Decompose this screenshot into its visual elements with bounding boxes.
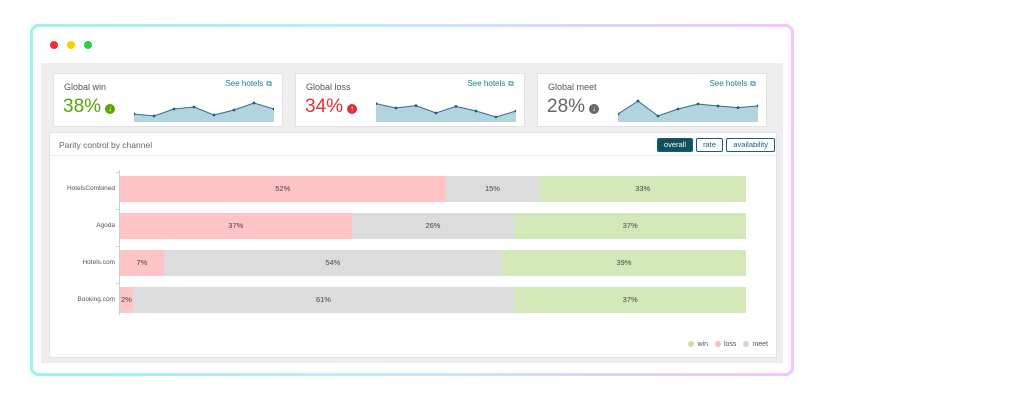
sparkline xyxy=(618,99,758,122)
sparkline-point xyxy=(152,114,156,118)
kpi-global-meet: Global meet See hotels ⧉ 28% ↓ xyxy=(537,73,767,127)
availability-button[interactable]: availability xyxy=(726,138,775,152)
sparkline-point xyxy=(454,105,458,108)
sparkline-point xyxy=(434,111,438,115)
kpi-value: 38% xyxy=(63,96,102,117)
sparkline xyxy=(376,102,516,122)
sparkline-line xyxy=(618,100,758,117)
see-hotels-link[interactable]: See hotels ⧉ xyxy=(709,79,756,88)
sparkline-point xyxy=(414,104,418,107)
bar-loss[interactable]: 2% xyxy=(120,287,134,313)
axis-tick xyxy=(116,209,119,210)
browser-window: Global win See hotels ⧉ 38% ↓ Global loss… xyxy=(33,27,791,373)
panel-title: Parity control by channel xyxy=(59,140,153,150)
sparkline-point xyxy=(676,107,680,111)
parity-panel: Parity control by channel overall rate a… xyxy=(49,132,777,358)
parity-chart: HotelsCombined 52% 15% 33% Agoda 37% 26% 37% Hot… xyxy=(50,156,776,356)
sparkline-area xyxy=(618,101,758,122)
rate-button[interactable]: rate xyxy=(696,138,723,152)
bar-win[interactable]: 37% xyxy=(514,287,746,313)
kpi-global-win: Global win See hotels ⧉ 38% ↓ xyxy=(53,73,283,127)
bar-meet[interactable]: 61% xyxy=(132,287,515,313)
sparkline-line xyxy=(376,103,516,118)
category-label: Hotels.com xyxy=(82,259,115,266)
kpi-label: Global win xyxy=(64,82,107,92)
sparkline-area xyxy=(134,103,274,122)
panel-divider xyxy=(50,155,776,156)
sparkline-point xyxy=(756,104,758,108)
legend-item-loss[interactable]: loss xyxy=(714,340,737,348)
sparkline-point xyxy=(272,107,274,111)
kpi-value: 28% xyxy=(547,96,586,117)
arrow-down-icon: ↓ xyxy=(105,104,115,114)
sparkline-line xyxy=(134,102,274,117)
legend-swatch xyxy=(688,340,695,347)
maximize-dot-icon[interactable] xyxy=(84,41,92,49)
arrow-down-icon: ↓ xyxy=(589,104,599,114)
sparkline-point xyxy=(192,105,196,109)
bar-loss[interactable]: 52% xyxy=(120,176,446,202)
see-hotels-link[interactable]: See hotels ⧉ xyxy=(467,79,514,88)
kpi-label: Global meet xyxy=(548,82,597,92)
overall-button[interactable]: overall xyxy=(656,138,693,152)
sparkline-point xyxy=(716,104,720,108)
sparkline xyxy=(134,101,274,122)
bar-loss[interactable]: 37% xyxy=(120,213,352,239)
sparkline-area xyxy=(376,103,516,122)
kpi-global-loss: Global loss See hotels ⧉ 34% ↑ xyxy=(295,73,525,127)
external-link-icon: ⧉ xyxy=(508,79,514,88)
bar-meet[interactable]: 54% xyxy=(163,250,502,276)
close-dot-icon[interactable] xyxy=(50,41,58,49)
legend-item-meet[interactable]: meet xyxy=(743,340,768,348)
legend-swatch xyxy=(743,340,750,347)
chart-legend: win loss meet xyxy=(681,340,768,348)
minimize-dot-icon[interactable] xyxy=(67,41,75,49)
see-hotels-link[interactable]: See hotels ⧉ xyxy=(225,79,272,88)
legend-item-win[interactable]: win xyxy=(688,340,708,348)
sparkline-point xyxy=(252,101,256,105)
category-label: Agoda xyxy=(96,222,115,229)
sparkline-point xyxy=(474,109,478,113)
sparkline-point xyxy=(172,107,176,111)
sparkline-point xyxy=(394,106,398,110)
legend-label: win xyxy=(697,341,708,348)
sparkline-point xyxy=(494,115,498,119)
sparkline-point xyxy=(618,112,620,116)
arrow-up-icon: ↑ xyxy=(347,104,357,114)
bar-meet[interactable]: 26% xyxy=(351,213,515,239)
legend-swatch xyxy=(714,340,721,347)
sparkline-point xyxy=(656,114,660,118)
legend-label: loss xyxy=(723,341,737,348)
axis-tick xyxy=(116,172,119,173)
bar-win[interactable]: 39% xyxy=(501,250,746,276)
bar-loss[interactable]: 7% xyxy=(120,250,164,276)
dashboard: Global win See hotels ⧉ 38% ↓ Global loss… xyxy=(41,63,783,363)
axis-tick xyxy=(116,246,119,247)
sparkline-point xyxy=(376,102,378,105)
sparkline-point xyxy=(514,109,516,113)
sparkline-point xyxy=(636,99,640,103)
kpi-label: Global loss xyxy=(306,82,351,92)
sparkline-point xyxy=(212,113,216,117)
bar-win[interactable]: 37% xyxy=(514,213,746,239)
external-link-icon: ⧉ xyxy=(266,79,272,88)
category-label: Booking.com xyxy=(77,296,115,303)
axis-tick xyxy=(116,283,119,284)
legend-label: meet xyxy=(752,341,768,348)
external-link-icon: ⧉ xyxy=(750,79,756,88)
sparkline-point xyxy=(736,106,740,109)
y-axis xyxy=(119,170,120,315)
bar-win[interactable]: 33% xyxy=(539,176,746,202)
sparkline-point xyxy=(696,102,700,106)
sparkline-point xyxy=(232,108,236,112)
kpi-value: 34% xyxy=(305,96,344,117)
bar-meet[interactable]: 15% xyxy=(445,176,540,202)
sparkline-point xyxy=(134,112,136,116)
category-label: HotelsCombined xyxy=(66,185,115,192)
